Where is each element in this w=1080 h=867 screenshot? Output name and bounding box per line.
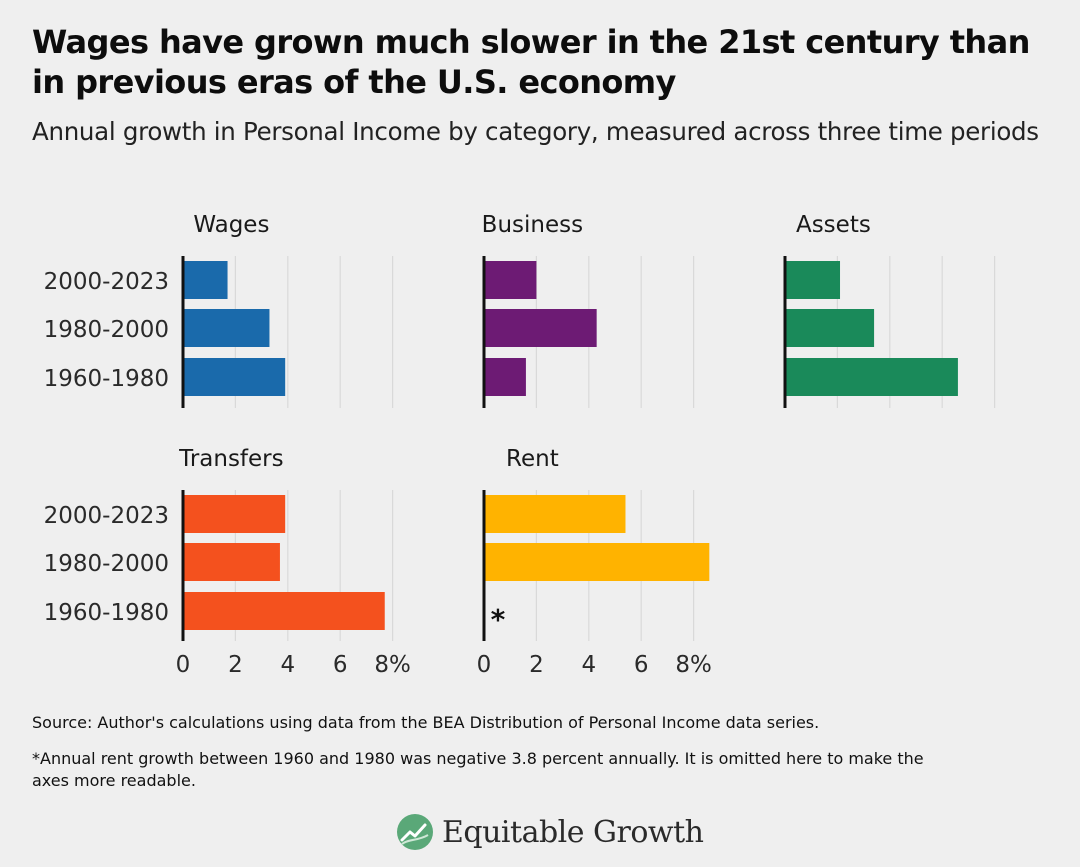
- brand-logo: Equitable Growth: [396, 810, 704, 854]
- assets-bar-2000-2023: [785, 261, 841, 299]
- transfers-bar-1980-2000: [183, 543, 280, 581]
- equitable-growth-logo-icon: [397, 814, 433, 850]
- transfers-bar-1960-1980: [183, 592, 385, 630]
- source-note: Source: Author's calculations using data…: [32, 713, 820, 732]
- wages-bar-1980-2000: [183, 309, 270, 347]
- chart-area: Wages 2000-2023 1980-2000 1960-1980 Business…: [44, 212, 996, 678]
- footnote: *Annual rent growth between 1960 and 198…: [32, 749, 924, 790]
- brand-name: Equitable Growth: [442, 814, 704, 850]
- rent-x-tick-4: 4: [581, 652, 596, 678]
- business-panel-title: Business: [482, 212, 583, 238]
- category-label-1980-2000: 1980-2000: [44, 317, 169, 343]
- rent-panel-title: Rent: [506, 446, 559, 472]
- business-bar-1960-1980: [484, 358, 526, 396]
- rent-x-tick-6: 6: [634, 652, 649, 678]
- transfers-x-tick-6: 6: [333, 652, 348, 678]
- wages-panel-title: Wages: [193, 212, 269, 238]
- business-bar-2000-2023: [484, 261, 537, 299]
- business-bar-1980-2000: [484, 309, 597, 347]
- wages-bar-2000-2023: [183, 261, 228, 299]
- category-label-2000-2023: 2000-2023: [44, 503, 169, 529]
- transfers-x-tick-8: 8%: [374, 652, 411, 678]
- category-label-1960-1980: 1960-1980: [44, 600, 169, 626]
- rent-x-tick-2: 2: [529, 652, 544, 678]
- assets-bar-1980-2000: [785, 309, 875, 347]
- logo-trend-line: [400, 823, 427, 842]
- wages-bar-1960-1980: [183, 358, 286, 396]
- category-label-1960-1980: 1960-1980: [44, 366, 169, 392]
- rent-bar-2000-2023: [484, 495, 626, 533]
- transfers-x-tick-0: 0: [176, 652, 191, 678]
- assets-panel-title: Assets: [796, 212, 871, 238]
- category-label-1980-2000: 1980-2000: [44, 551, 169, 577]
- logo-wave: [401, 834, 429, 845]
- transfers-panel-title: Transfers: [178, 446, 283, 472]
- logo-circle: [397, 814, 433, 850]
- rent-omitted-marker: *: [491, 603, 506, 636]
- chart-title: Wages have grown much slower in the 21st…: [32, 23, 1030, 101]
- category-label-2000-2023: 2000-2023: [44, 269, 169, 295]
- rent-x-tick-0: 0: [477, 652, 492, 678]
- rent-x-tick-8: 8%: [675, 652, 712, 678]
- chart-subtitle: Annual growth in Personal Income by cate…: [32, 117, 1039, 146]
- transfers-bar-2000-2023: [183, 495, 286, 533]
- assets-bar-1960-1980: [785, 358, 958, 396]
- rent-bar-1980-2000: [484, 543, 710, 581]
- transfers-x-tick-2: 2: [228, 652, 243, 678]
- transfers-x-tick-4: 4: [280, 652, 295, 678]
